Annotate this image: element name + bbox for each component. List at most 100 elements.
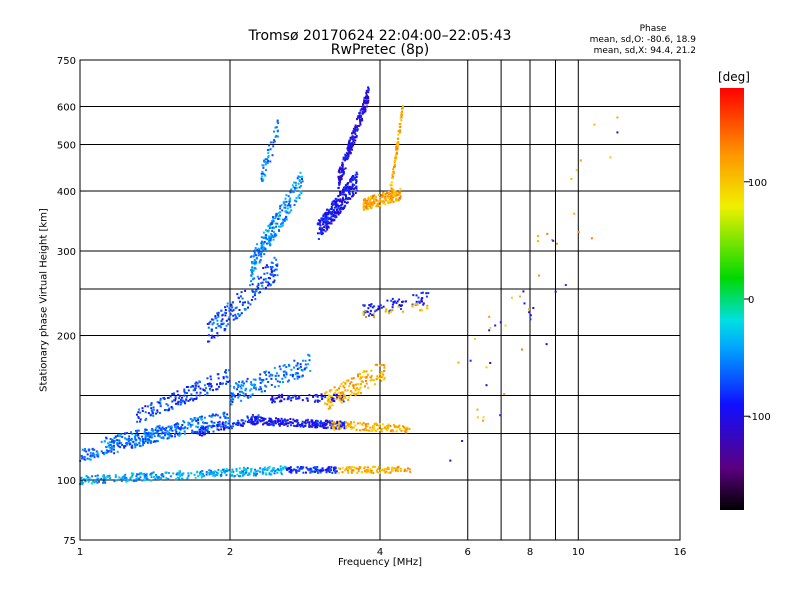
scatter-point (251, 414, 254, 417)
scatter-point (183, 400, 186, 403)
scatter-point (317, 471, 320, 474)
scatter-point (266, 158, 269, 161)
scatter-point (333, 206, 336, 209)
scatter-point (590, 237, 593, 240)
scatter-point (174, 395, 177, 398)
scatter-point (348, 466, 351, 469)
scatter-point (204, 431, 206, 434)
scatter-point (256, 275, 259, 278)
scatter-point (320, 468, 323, 471)
scatter-point (308, 394, 311, 397)
scatter-point (336, 211, 339, 214)
scatter-point (256, 422, 259, 424)
scatter-point (290, 368, 293, 371)
scatter-point (353, 128, 356, 131)
scatter-point (336, 425, 339, 427)
scatter-point (385, 470, 388, 473)
scatter-point (146, 432, 149, 435)
plot-frame (79, 59, 681, 541)
scatter-point (382, 191, 385, 194)
scatter-point (206, 422, 209, 425)
scatter-point (232, 318, 235, 321)
scatter-point (345, 155, 348, 158)
scatter-point (268, 225, 271, 228)
scatter-point (381, 468, 384, 471)
scatter-point (276, 135, 279, 138)
scatter-point (212, 470, 215, 473)
scatter-point (298, 178, 301, 181)
scatter-point (304, 424, 307, 427)
scatter-point (316, 470, 319, 473)
scatter-point (342, 381, 345, 384)
scatter-point (326, 426, 329, 429)
scatter-point (214, 414, 217, 417)
scatter-point (237, 312, 240, 315)
scatter-point (257, 414, 260, 417)
scatter-point (247, 300, 250, 303)
scatter-point (295, 471, 298, 474)
grid-lines (80, 60, 680, 540)
scatter-point (265, 370, 268, 373)
scatter-point (222, 376, 225, 378)
scatter-point (327, 210, 330, 213)
scatter-point (265, 385, 268, 388)
scatter-point (289, 204, 292, 207)
scatter-point (201, 427, 204, 429)
scatter-point (370, 207, 372, 209)
scatter-point (340, 207, 343, 209)
scatter-point (246, 416, 249, 419)
scatter-point (391, 173, 394, 176)
scatter-point (304, 419, 307, 422)
scatter-point (365, 201, 368, 204)
scatter-point (273, 279, 276, 282)
scatter-point (489, 362, 492, 364)
scatter-point (158, 476, 160, 478)
scatter-point (556, 242, 558, 245)
scatter-point (262, 423, 264, 426)
scatter-point (331, 397, 334, 400)
scatter-point (384, 203, 387, 206)
scatter-point (269, 420, 272, 423)
scatter-point (149, 473, 152, 476)
scatter-point (100, 440, 103, 443)
scatter-point (258, 419, 261, 422)
scatter-point (293, 204, 296, 206)
scatter-point (349, 151, 351, 154)
scatter-point (228, 419, 231, 422)
scatter-point (348, 149, 351, 152)
scatter-point (135, 479, 138, 482)
scatter-point (325, 422, 328, 425)
scatter-point (545, 343, 548, 346)
scatter-point (271, 468, 274, 471)
scatter-point (322, 218, 325, 221)
scatter-point (275, 134, 278, 137)
scatter-point (328, 420, 331, 423)
scatter-point (344, 194, 347, 197)
scatter-point (263, 371, 266, 374)
scatter-point (362, 108, 365, 111)
scatter-point (329, 424, 332, 427)
scatter-point (341, 165, 344, 168)
scatter-point (275, 268, 278, 271)
scatter-point (325, 224, 328, 227)
scatter-point (230, 395, 233, 398)
scatter-point (367, 196, 370, 199)
scatter-point (488, 329, 491, 332)
scatter-point (372, 312, 375, 315)
scatter-point (278, 469, 281, 472)
scatter-point (358, 388, 361, 391)
scatter-point (134, 434, 137, 437)
scatter-point (357, 468, 360, 471)
scatter-point (391, 199, 394, 201)
scatter-point (355, 171, 358, 174)
scatter-point (131, 432, 134, 435)
scatter-point (217, 428, 220, 431)
scatter-point (114, 435, 117, 438)
scatter-point (259, 386, 262, 389)
scatter-point (83, 449, 86, 452)
scatter-point (109, 478, 111, 481)
scatter-point (348, 189, 351, 192)
scatter-point (301, 399, 304, 402)
scatter-point (324, 426, 327, 429)
scatter-point (389, 193, 392, 196)
